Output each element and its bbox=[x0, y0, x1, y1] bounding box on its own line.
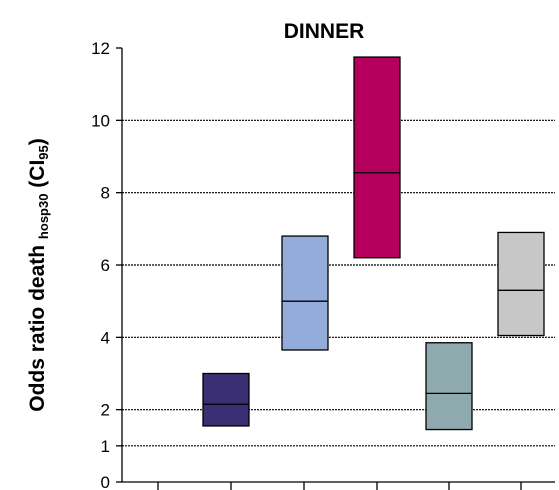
gridlines bbox=[122, 119, 555, 447]
box-4 bbox=[425, 342, 473, 431]
box-3 bbox=[353, 56, 401, 259]
box-2 bbox=[281, 235, 329, 351]
y-tick-label-2: 2 bbox=[101, 401, 110, 420]
x-axis bbox=[122, 481, 555, 490]
y-tick-label-12: 12 bbox=[91, 39, 110, 58]
y-tick-label-0: 0 bbox=[101, 473, 110, 490]
y-tick-label-6: 6 bbox=[101, 256, 110, 275]
boxes bbox=[202, 56, 545, 431]
chart-title: DINNER bbox=[284, 20, 365, 43]
y-tick-label-4: 4 bbox=[101, 328, 110, 347]
y-tick-label-1: 1 bbox=[101, 437, 110, 456]
y-axis-label: Odds ratio death hosp30 (CI95) bbox=[26, 138, 51, 412]
box-1 bbox=[202, 372, 250, 427]
box-5 bbox=[497, 231, 545, 337]
y-tick-label-10: 10 bbox=[91, 111, 110, 130]
y-tick-label-8: 8 bbox=[101, 184, 110, 203]
